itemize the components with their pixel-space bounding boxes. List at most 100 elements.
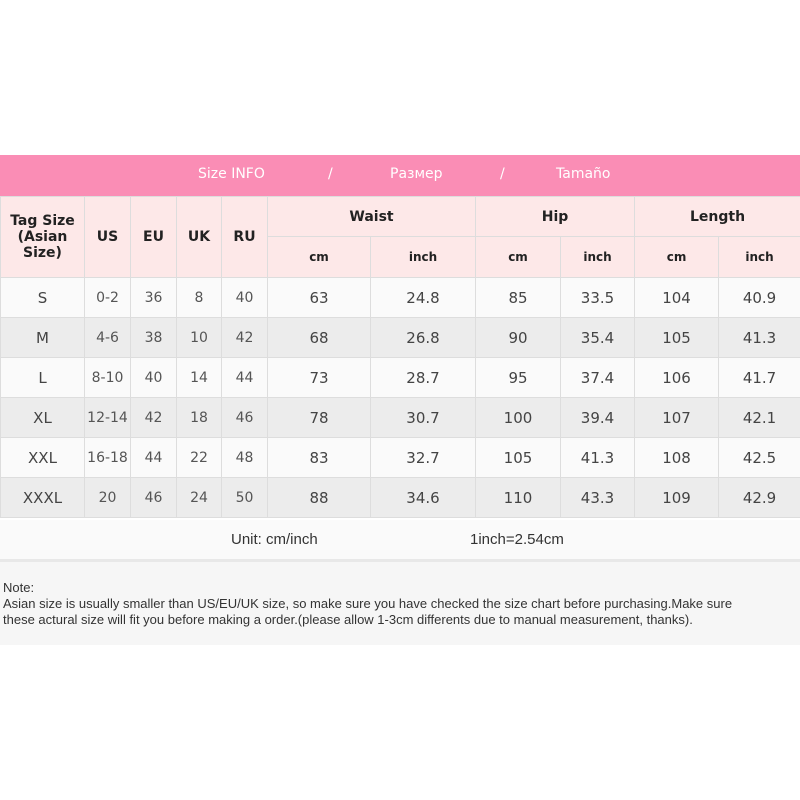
cell-ru: 46: [221, 397, 268, 438]
header-hip: Hip: [474, 196, 636, 237]
cell-waist-cm: 73: [267, 357, 371, 398]
cell-waist-cm: 83: [267, 437, 371, 478]
cell-waist-inch: 24.8: [370, 277, 476, 318]
cell-length-cm: 107: [634, 397, 720, 438]
cell-tag-size: XXXL: [0, 477, 85, 518]
cell-waist-cm: 63: [267, 277, 371, 318]
header-length-inch: inch: [718, 236, 800, 278]
cell-length-cm: 104: [634, 277, 720, 318]
unit-row: Unit: cm/inch 1inch=2.54cm: [0, 520, 800, 562]
cell-uk: 22: [176, 437, 222, 478]
cell-ru: 40: [221, 277, 268, 318]
cell-us: 20: [84, 477, 131, 518]
cell-ru: 48: [221, 437, 268, 478]
cell-ru: 42: [221, 317, 268, 358]
cell-eu: 46: [130, 477, 177, 518]
cell-length-inch: 41.3: [718, 317, 800, 358]
cell-hip-inch: 37.4: [559, 357, 636, 398]
cell-eu: 42: [130, 397, 177, 438]
header-hip-cm: cm: [475, 236, 561, 278]
cell-tag-size: L: [0, 357, 85, 398]
cell-waist-inch: 28.7: [370, 357, 476, 398]
table-row: L 8-10 40 14 44 73 28.7 95 37.4 106 41.7: [0, 357, 800, 398]
cell-us: 16-18: [84, 437, 131, 478]
cell-waist-inch: 30.7: [370, 397, 476, 438]
cell-length-inch: 42.1: [718, 397, 800, 438]
header-hip-inch: inch: [559, 236, 636, 278]
cell-tag-size: S: [0, 277, 85, 318]
note-line: these actural size will fit you before m…: [3, 612, 693, 627]
cell-hip-cm: 90: [475, 317, 561, 358]
cell-waist-cm: 68: [267, 317, 371, 358]
table-row: M 4-6 38 10 42 68 26.8 90 35.4 105 41.3: [0, 317, 800, 358]
header-length: Length: [634, 196, 800, 237]
cell-length-cm: 108: [634, 437, 720, 478]
unit-conversion: 1inch=2.54cm: [470, 531, 564, 548]
header-us: US: [84, 196, 131, 278]
cell-eu: 38: [130, 317, 177, 358]
cell-eu: 36: [130, 277, 177, 318]
banner-separator: /: [500, 166, 505, 182]
cell-waist-inch: 32.7: [370, 437, 476, 478]
cell-hip-cm: 110: [475, 477, 561, 518]
cell-hip-inch: 39.4: [559, 397, 636, 438]
cell-uk: 18: [176, 397, 222, 438]
cell-eu: 44: [130, 437, 177, 478]
cell-waist-inch: 26.8: [370, 317, 476, 358]
table-row: S 0-2 36 8 40 63 24.8 85 33.5 104 40.9: [0, 277, 800, 318]
cell-hip-inch: 41.3: [559, 437, 636, 478]
header-ru: RU: [221, 196, 268, 278]
cell-ru: 50: [221, 477, 268, 518]
cell-length-inch: 41.7: [718, 357, 800, 398]
cell-hip-inch: 35.4: [559, 317, 636, 358]
cell-length-cm: 105: [634, 317, 720, 358]
cell-us: 8-10: [84, 357, 131, 398]
cell-hip-cm: 105: [475, 437, 561, 478]
header-eu: EU: [130, 196, 177, 278]
cell-uk: 8: [176, 277, 222, 318]
cell-ru: 44: [221, 357, 268, 398]
cell-us: 0-2: [84, 277, 131, 318]
header-waist-cm: cm: [267, 236, 371, 278]
cell-eu: 40: [130, 357, 177, 398]
cell-tag-size: XL: [0, 397, 85, 438]
cell-hip-inch: 33.5: [559, 277, 636, 318]
cell-hip-cm: 85: [475, 277, 561, 318]
note-line: Asian size is usually smaller than US/EU…: [3, 596, 733, 611]
header-length-cm: cm: [634, 236, 720, 278]
cell-length-cm: 106: [634, 357, 720, 398]
table-row: XXXL 20 46 24 50 88 34.6 110 43.3 109 42.9: [0, 477, 800, 518]
header-waist: Waist: [267, 196, 476, 237]
cell-length-cm: 109: [634, 477, 720, 518]
table-row: XXL 16-18 44 22 48 83 32.7 105 41.3 108 42.5: [0, 437, 800, 478]
size-table: Tag Size (Asian Size) US EU UK RU Waist H…: [0, 196, 800, 518]
unit-label: Unit: cm/inch: [231, 531, 318, 548]
note-section: Note: Asian size is usually smaller than…: [0, 562, 800, 645]
banner-title-ru: Размер: [390, 166, 443, 182]
cell-uk: 10: [176, 317, 222, 358]
cell-hip-inch: 43.3: [559, 477, 636, 518]
table-row: XL 12-14 42 18 46 78 30.7 100 39.4 107 42.1: [0, 397, 800, 438]
banner-separator: /: [328, 166, 333, 182]
size-info-banner: Size INFO / Размер / Tamaño: [0, 155, 800, 196]
banner-title-es: Tamaño: [556, 166, 611, 182]
cell-length-inch: 42.5: [718, 437, 800, 478]
header-waist-inch: inch: [370, 236, 476, 278]
cell-hip-cm: 95: [475, 357, 561, 398]
cell-uk: 24: [176, 477, 222, 518]
cell-tag-size: M: [0, 317, 85, 358]
cell-length-inch: 40.9: [718, 277, 800, 318]
note-title: Note:: [3, 580, 35, 595]
banner-title-en: Size INFO: [198, 166, 265, 182]
cell-waist-cm: 88: [267, 477, 371, 518]
cell-uk: 14: [176, 357, 222, 398]
cell-waist-cm: 78: [267, 397, 371, 438]
header-uk: UK: [176, 196, 222, 278]
cell-us: 12-14: [84, 397, 131, 438]
cell-hip-cm: 100: [475, 397, 561, 438]
header-tag-size: Tag Size (Asian Size): [0, 196, 85, 278]
cell-length-inch: 42.9: [718, 477, 800, 518]
cell-tag-size: XXL: [0, 437, 85, 478]
cell-us: 4-6: [84, 317, 131, 358]
cell-waist-inch: 34.6: [370, 477, 476, 518]
